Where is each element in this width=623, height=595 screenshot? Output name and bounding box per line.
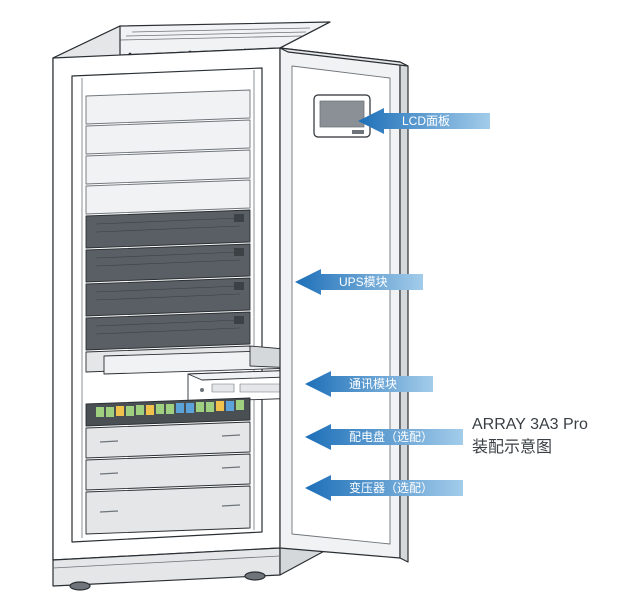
figure-caption-line1: ARRAY 3A3 Pro [472, 413, 588, 436]
callout-comm-label: 通讯模块 [349, 371, 397, 397]
transformer-shelf [86, 486, 250, 534]
figure-caption: ARRAY 3A3 Pro 装配示意图 [472, 413, 588, 459]
diagram-stage: LCD面板 UPS模块 通讯模块 [0, 0, 623, 595]
cabinet-drawing [0, 0, 623, 595]
callout-lcd: LCD面板 [358, 108, 490, 134]
callout-xfmr: 变压器（选配） [305, 475, 463, 501]
callout-lcd-label: LCD面板 [402, 108, 450, 134]
figure-caption-line2: 装配示意图 [472, 436, 588, 459]
callout-comm: 通讯模块 [305, 371, 433, 397]
callout-pdu: 配电盘（选配） [305, 424, 463, 450]
callout-pdu-label: 配电盘（选配） [349, 424, 433, 450]
callout-ups-label: UPS模块 [339, 269, 388, 295]
callout-xfmr-label: 变压器（选配） [349, 475, 433, 501]
callout-ups: UPS模块 [295, 269, 423, 295]
